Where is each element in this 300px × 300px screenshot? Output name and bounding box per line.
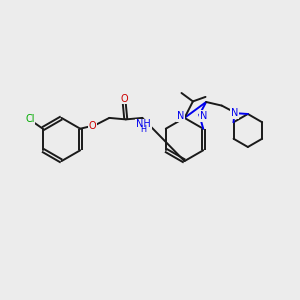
Text: Cl: Cl <box>25 114 34 124</box>
Text: H: H <box>140 125 147 134</box>
Text: NH: NH <box>136 119 151 130</box>
Text: N: N <box>200 111 208 121</box>
Text: N: N <box>231 108 238 118</box>
Text: O: O <box>89 121 97 131</box>
Text: N: N <box>177 111 184 122</box>
Text: O: O <box>121 94 128 104</box>
